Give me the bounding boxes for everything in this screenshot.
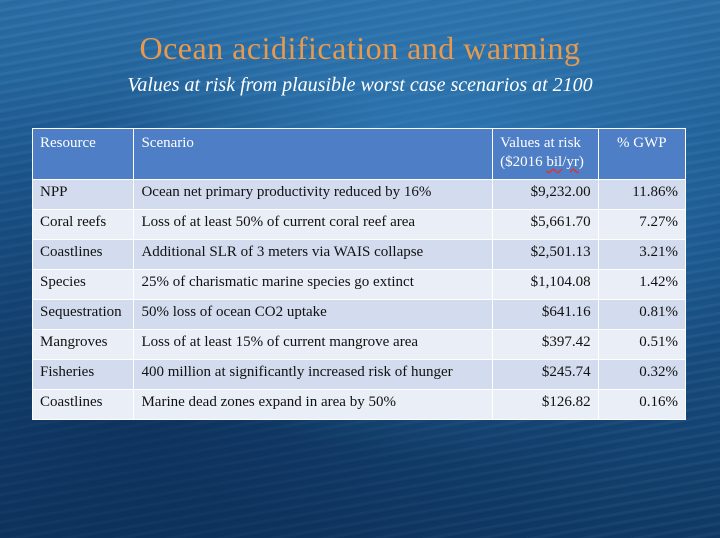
cell-scenario: 25% of charismatic marine species go ext… — [133, 269, 494, 300]
header-resource: Resource — [31, 128, 135, 180]
cell-resource: Coastlines — [31, 239, 135, 270]
cell-resource: Species — [31, 269, 135, 300]
cell-value: $5,661.70 — [492, 209, 599, 240]
cell-scenario: Marine dead zones expand in area by 50% — [133, 389, 494, 420]
values-at-risk-table: Resource Scenario Values at risk ($2016 … — [31, 128, 687, 420]
table-body: NPP Ocean net primary productivity reduce… — [31, 179, 687, 420]
cell-pct-gwp: 0.81% — [597, 299, 687, 330]
cell-pct-gwp: 3.21% — [597, 239, 687, 270]
cell-value: $2,501.13 — [492, 239, 599, 270]
table-row: Coastlines Additional SLR of 3 meters via… — [31, 239, 687, 270]
table-row: Mangroves Loss of at least 15% of current… — [31, 329, 687, 360]
header-values-post: ) — [578, 154, 584, 170]
header-scenario: Scenario — [133, 128, 494, 180]
cell-value: $126.82 — [492, 389, 599, 420]
header-values-at-risk: Values at risk ($2016 bil/yr) — [492, 128, 599, 180]
cell-scenario: Loss of at least 50% of current coral re… — [133, 209, 494, 240]
cell-pct-gwp: 0.16% — [597, 389, 687, 420]
header-pct-gwp: % GWP — [597, 128, 687, 180]
cell-scenario: 50% loss of ocean CO2 uptake — [133, 299, 494, 330]
cell-pct-gwp: 7.27% — [597, 209, 687, 240]
cell-resource: Coral reefs — [31, 209, 135, 240]
table-row: Species 25% of charismatic marine species… — [31, 269, 687, 300]
cell-scenario: Ocean net primary productivity reduced b… — [133, 179, 494, 210]
cell-pct-gwp: 1.42% — [597, 269, 687, 300]
cell-scenario: 400 million at significantly increased r… — [133, 359, 494, 390]
table-header-row: Resource Scenario Values at risk ($2016 … — [31, 128, 687, 180]
header-values-bil: bil — [546, 154, 563, 170]
cell-value: $397.42 — [492, 329, 599, 360]
table-row: Coastlines Marine dead zones expand in ar… — [31, 389, 687, 420]
cell-resource: Coastlines — [31, 389, 135, 420]
cell-scenario: Loss of at least 15% of current mangrove… — [133, 329, 494, 360]
cell-scenario: Additional SLR of 3 meters via WAIS coll… — [133, 239, 494, 270]
cell-resource: Mangroves — [31, 329, 135, 360]
cell-resource: Sequestration — [31, 299, 135, 330]
table-row: Fisheries 400 million at significantly in… — [31, 359, 687, 390]
header-values-yr: yr — [566, 154, 579, 170]
slide-title: Ocean acidification and warming — [139, 30, 581, 66]
slide-subtitle: Values at risk from plausible worst case… — [127, 74, 593, 96]
header-values-line1: Values at risk — [500, 135, 581, 151]
header-values-sep: / — [562, 154, 567, 170]
cell-pct-gwp: 11.86% — [597, 179, 687, 210]
cell-value: $641.16 — [492, 299, 599, 330]
cell-value: $9,232.00 — [492, 179, 599, 210]
cell-pct-gwp: 0.32% — [597, 359, 687, 390]
cell-pct-gwp: 0.51% — [597, 329, 687, 360]
cell-resource: Fisheries — [31, 359, 135, 390]
table-row: Coral reefs Loss of at least 50% of curre… — [31, 209, 687, 240]
cell-value: $245.74 — [492, 359, 599, 390]
table-row: NPP Ocean net primary productivity reduce… — [31, 179, 687, 210]
cell-resource: NPP — [31, 179, 135, 210]
cell-value: $1,104.08 — [492, 269, 599, 300]
table-row: Sequestration 50% loss of ocean CO2 uptak… — [31, 299, 687, 330]
header-values-pre: ($2016 — [500, 154, 547, 170]
